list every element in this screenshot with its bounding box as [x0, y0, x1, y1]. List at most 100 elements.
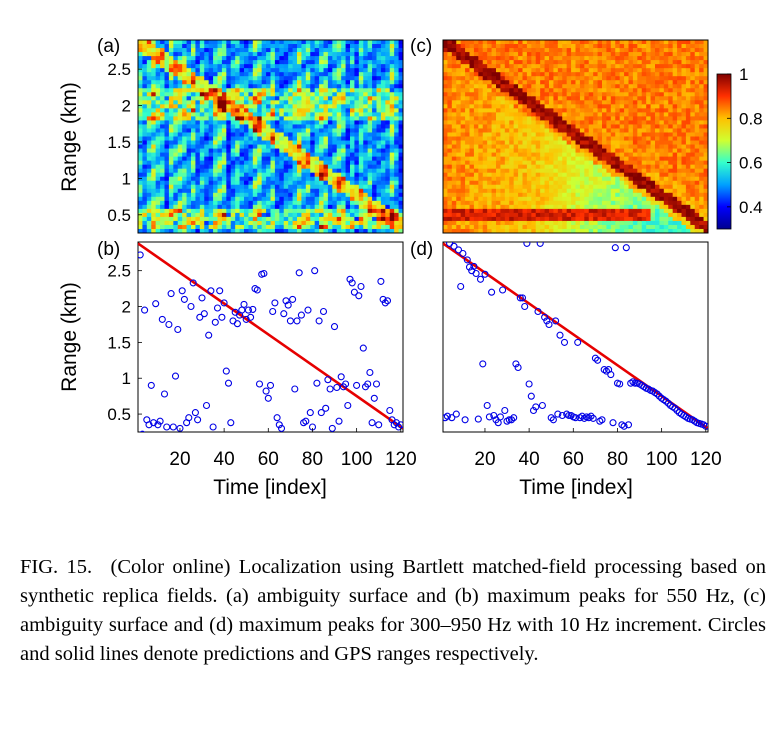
heatmap-cell [496, 40, 502, 45]
heatmap-cell [142, 196, 148, 202]
heatmap-cell [213, 160, 219, 166]
heatmap-cell [257, 72, 263, 77]
heatmap-cell [491, 224, 497, 230]
heatmap-cell [226, 48, 232, 53]
heatmap-cell [549, 160, 555, 166]
heatmap-cell [465, 48, 471, 53]
heatmap-cell [319, 72, 325, 77]
heatmap-cell [248, 112, 254, 117]
heatmap-cell [261, 116, 267, 122]
heatmap-cell [491, 60, 497, 65]
heatmap-cell [372, 204, 378, 210]
heatmap-cell [239, 152, 245, 158]
heatmap-cell [372, 132, 378, 138]
heatmap-cell [518, 92, 524, 97]
heatmap-cell [173, 48, 179, 53]
heatmap-cell [544, 116, 550, 122]
heatmap-cell [376, 112, 382, 117]
heatmap-cell [473, 228, 479, 233]
heatmap-cell [443, 128, 449, 134]
heatmap-cell [358, 116, 364, 122]
heatmap-cell [226, 200, 232, 206]
heatmap-cell [354, 52, 360, 57]
heatmap-cell [327, 140, 333, 146]
heatmap-cell [615, 176, 621, 182]
heatmap-cell [571, 192, 577, 198]
heatmap-cell [204, 116, 210, 122]
heatmap-cell [394, 200, 400, 206]
heatmap-cell [389, 60, 395, 65]
heatmap-cell [473, 216, 479, 222]
heatmap-cell [619, 100, 625, 105]
heatmap-cell [323, 192, 329, 198]
heatmap-cell [363, 212, 369, 218]
heatmap-cell [624, 160, 630, 166]
heatmap-cell [301, 60, 307, 65]
heatmap-cell [279, 176, 285, 182]
heatmap-cell [274, 140, 280, 146]
heatmap-cell [164, 112, 170, 117]
heatmap-cell [297, 68, 303, 73]
heatmap-cell [566, 80, 572, 85]
heatmap-cell [310, 228, 316, 233]
heatmap-cell [624, 116, 630, 122]
heatmap-cell [358, 88, 364, 93]
heatmap-cell [173, 156, 179, 162]
heatmap-cell [624, 172, 630, 178]
heatmap-cell [385, 128, 391, 134]
heatmap-cell [522, 220, 528, 226]
heatmap-cell [473, 48, 479, 53]
heatmap-cell [226, 132, 232, 138]
heatmap-cell [624, 148, 630, 154]
heatmap-cell [509, 152, 515, 158]
heatmap-cell [504, 72, 510, 77]
heatmap-cell [151, 68, 157, 73]
heatmap-cell [252, 216, 258, 222]
heatmap-cell [261, 168, 267, 174]
heatmap-cell [487, 152, 493, 158]
heatmap-cell [341, 88, 347, 93]
heatmap-cell [637, 52, 643, 57]
heatmap-cell [588, 88, 594, 93]
heatmap-cell [305, 180, 311, 186]
heatmap-cell [173, 124, 179, 130]
heatmap-cell [588, 64, 594, 69]
heatmap-cell [248, 216, 254, 222]
heatmap-cell [358, 104, 364, 109]
heatmap-cell [562, 184, 568, 190]
heatmap-cell [619, 88, 625, 93]
heatmap-cell [588, 208, 594, 214]
heatmap-cell [363, 88, 369, 93]
heatmap-cell [173, 104, 179, 109]
heatmap-cell [451, 116, 457, 122]
heatmap-cell [460, 216, 466, 222]
heatmap-cell [274, 60, 280, 65]
heatmap-cell [213, 156, 219, 162]
heatmap-cell [575, 168, 581, 174]
heatmap-cell [513, 104, 519, 109]
heatmap-cell [177, 184, 183, 190]
heatmap-cell [266, 196, 272, 202]
heatmap-cell [266, 180, 272, 186]
heatmap-cell [288, 80, 294, 85]
heatmap-cell [606, 200, 612, 206]
heatmap-cell [173, 188, 179, 194]
heatmap-cell [469, 104, 475, 109]
heatmap-cell [588, 132, 594, 138]
heatmap-cell [208, 148, 214, 154]
heatmap-cell [509, 144, 515, 150]
heatmap-cell [261, 84, 267, 89]
heatmap-cell [487, 144, 493, 150]
heatmap-cell [177, 156, 183, 162]
heatmap-cell [385, 60, 391, 65]
heatmap-cell [553, 148, 559, 154]
heatmap-cell [341, 136, 347, 142]
heatmap-cell [252, 188, 258, 194]
heatmap-cell [579, 72, 585, 77]
heatmap-cell [257, 144, 263, 150]
heatmap-cell [350, 104, 356, 109]
heatmap-cell [588, 172, 594, 178]
heatmap-cell [358, 156, 364, 162]
heatmap-cell [327, 144, 333, 150]
heatmap-cell [540, 68, 546, 73]
